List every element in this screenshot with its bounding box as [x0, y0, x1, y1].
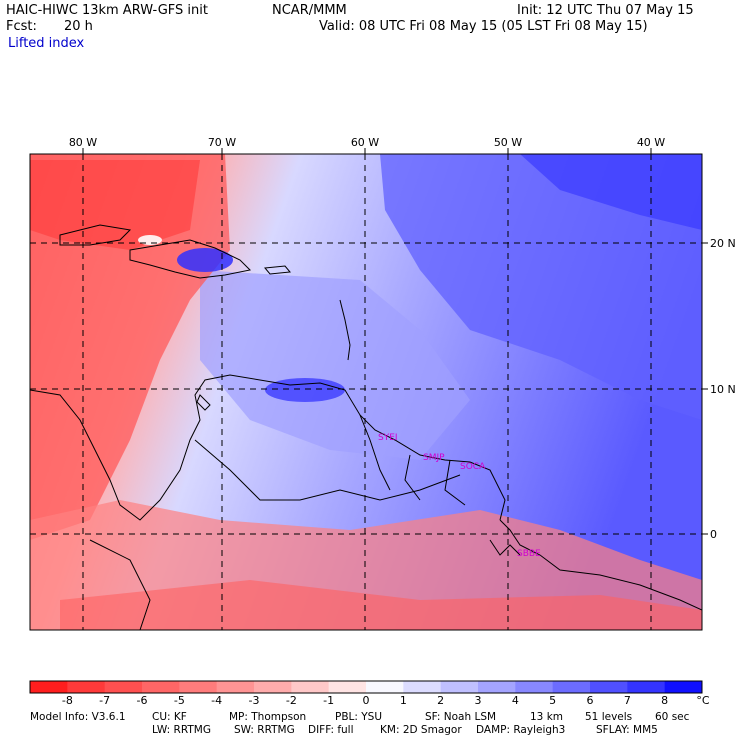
high-stability-region	[380, 154, 702, 420]
caribbean-band	[200, 270, 470, 460]
lon-label-50w: 50 W	[494, 136, 522, 149]
low-stability-region	[30, 154, 230, 540]
colorbar-swatch	[590, 681, 628, 693]
colorbar-swatch	[328, 681, 367, 693]
colorbar-swatch	[104, 681, 143, 693]
tick-marks	[82, 148, 708, 535]
coastlines	[30, 224, 702, 630]
lat-label-10n: 10 N	[710, 383, 736, 396]
colorbar-swatch	[216, 681, 255, 693]
colorbar-swatch	[552, 681, 591, 693]
colorbar-tick-label: 5	[549, 694, 557, 707]
colorbar-swatch	[179, 681, 218, 693]
footer-sf: SF: Noah LSM	[425, 711, 497, 723]
hispaniola-core	[177, 248, 233, 272]
colorbar-tick-label: -4	[211, 694, 223, 707]
colorbar-tick-label: 0	[362, 694, 370, 707]
footer-diff: DIFF: full	[308, 724, 354, 736]
lat-label-0: 0	[710, 528, 717, 541]
lon-label-70w: 70 W	[208, 136, 236, 149]
graticule	[30, 154, 702, 630]
colorbar-tick-label: 8	[661, 694, 669, 707]
lon-label-60w: 60 W	[351, 136, 379, 149]
valid-time: Valid: 08 UTC Fri 08 May 15 (05 LST Fri …	[319, 19, 648, 34]
init-time: Init: 12 UTC Thu 07 May 15	[517, 3, 694, 18]
colorbar-tick-label: 3	[474, 694, 482, 707]
colorbar-tick-label: -7	[99, 694, 111, 707]
fcst-value: 20 h	[64, 19, 93, 34]
colorbar-tick-label: 6	[586, 694, 594, 707]
footer-levels: 51 levels	[585, 711, 633, 723]
colorbar	[29, 680, 703, 694]
colorbar-swatch	[664, 681, 703, 693]
caribbean-core	[265, 378, 345, 402]
colorbar-swatch	[366, 681, 404, 693]
station-syei: SYEI	[378, 433, 398, 443]
colorbar-tick-label: -6	[136, 694, 148, 707]
field-name: Lifted index	[8, 36, 85, 51]
footer-cu: CU: KF	[152, 711, 187, 723]
colorbar-tick-label: -1	[323, 694, 335, 707]
colorbar-swatch	[30, 681, 68, 693]
colorbar-tick-label: -2	[285, 694, 297, 707]
lon-label-40w: 40 W	[637, 136, 665, 149]
low-stability-core	[30, 160, 200, 250]
colorbar-swatch	[478, 681, 516, 693]
org-label: NCAR/MMM	[272, 3, 347, 18]
colorbar-tick-label: -8	[61, 694, 73, 707]
station-soca: SOCA	[460, 462, 486, 472]
colorbar-swatch	[67, 681, 106, 693]
colorbar-swatch	[142, 681, 180, 693]
high-stability-core	[520, 154, 702, 230]
colorbar-swatch	[515, 681, 554, 693]
colorbar-frame	[29, 680, 703, 694]
footer-model-info: Model Info: V3.6.1	[30, 711, 126, 723]
footer-pbl: PBL: YSU	[335, 711, 383, 723]
footer-lw: LW: RRTMG	[152, 724, 211, 736]
footer-sw: SW: RRTMG	[234, 724, 295, 736]
colorbar-tick-label: 1	[399, 694, 407, 707]
colorbar-swatch	[254, 681, 292, 693]
lat-label-20n: 20 N	[710, 237, 736, 250]
fcst-label: Fcst:	[6, 19, 37, 34]
station-smjp: SMJP	[423, 453, 445, 463]
colorbar-swatch	[627, 681, 666, 693]
lon-label-80w: 80 W	[69, 136, 97, 149]
colorbar-tick-label: 4	[511, 694, 519, 707]
model-title: HAIC-HIWC 13km ARW-GFS init	[6, 3, 208, 18]
footer-mp: MP: Thompson	[229, 711, 307, 723]
colorbar-swatch	[291, 681, 330, 693]
colorbar-tick-label: -5	[173, 694, 185, 707]
colorbar-tick-label: 2	[437, 694, 445, 707]
footer-resolution: 13 km	[530, 711, 564, 723]
footer-km: KM: 2D Smagor	[380, 724, 462, 736]
colorbar-swatch	[440, 681, 479, 693]
footer-sflay: SFLAY: MM5	[596, 724, 658, 736]
colorbar-swatch	[403, 681, 442, 693]
colorbar-unit: °C	[696, 694, 710, 707]
footer-damp: DAMP: Rayleigh3	[476, 724, 566, 736]
colorbar-tick-label: -3	[248, 694, 260, 707]
footer-timestep: 60 sec	[655, 711, 690, 723]
map-frame	[29, 153, 703, 631]
colorbar-tick-label: 7	[623, 694, 631, 707]
station-sbbe: SBBE	[517, 549, 541, 559]
